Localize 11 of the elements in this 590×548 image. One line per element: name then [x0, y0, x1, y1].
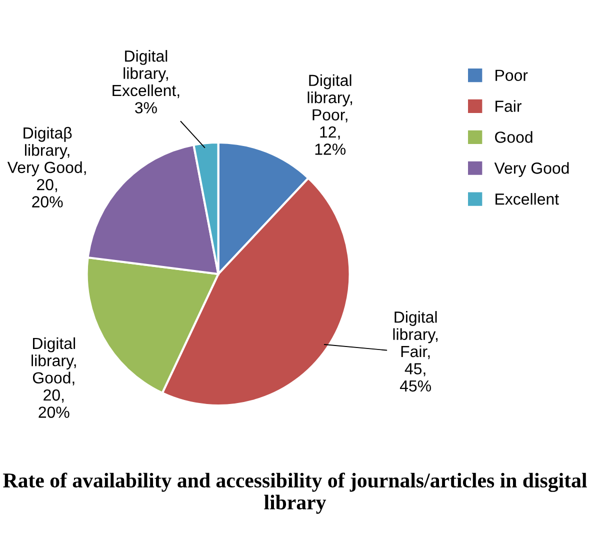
legend-label: Excellent — [496, 193, 559, 205]
legend-label: Very Good — [494, 162, 569, 177]
legend-label: Poor — [496, 70, 528, 81]
text: Rate of availability and accessibility of journals/articles in disgital library — [3, 472, 587, 514]
data-label: Digital library, Excellent, 3% — [112, 50, 180, 114]
legend-label: Good — [495, 131, 532, 143]
data-label: Digitaβ library, Very Good, 20, 20% — [7, 126, 86, 208]
data-label: Digital library, Fair, 45, 45% — [393, 311, 438, 392]
data-label: Digital library, Good, 20, 20% — [32, 337, 76, 418]
data-label: Digital library, Poor, 12, 12% — [308, 74, 352, 155]
legend-label: Fair — [496, 100, 522, 112]
